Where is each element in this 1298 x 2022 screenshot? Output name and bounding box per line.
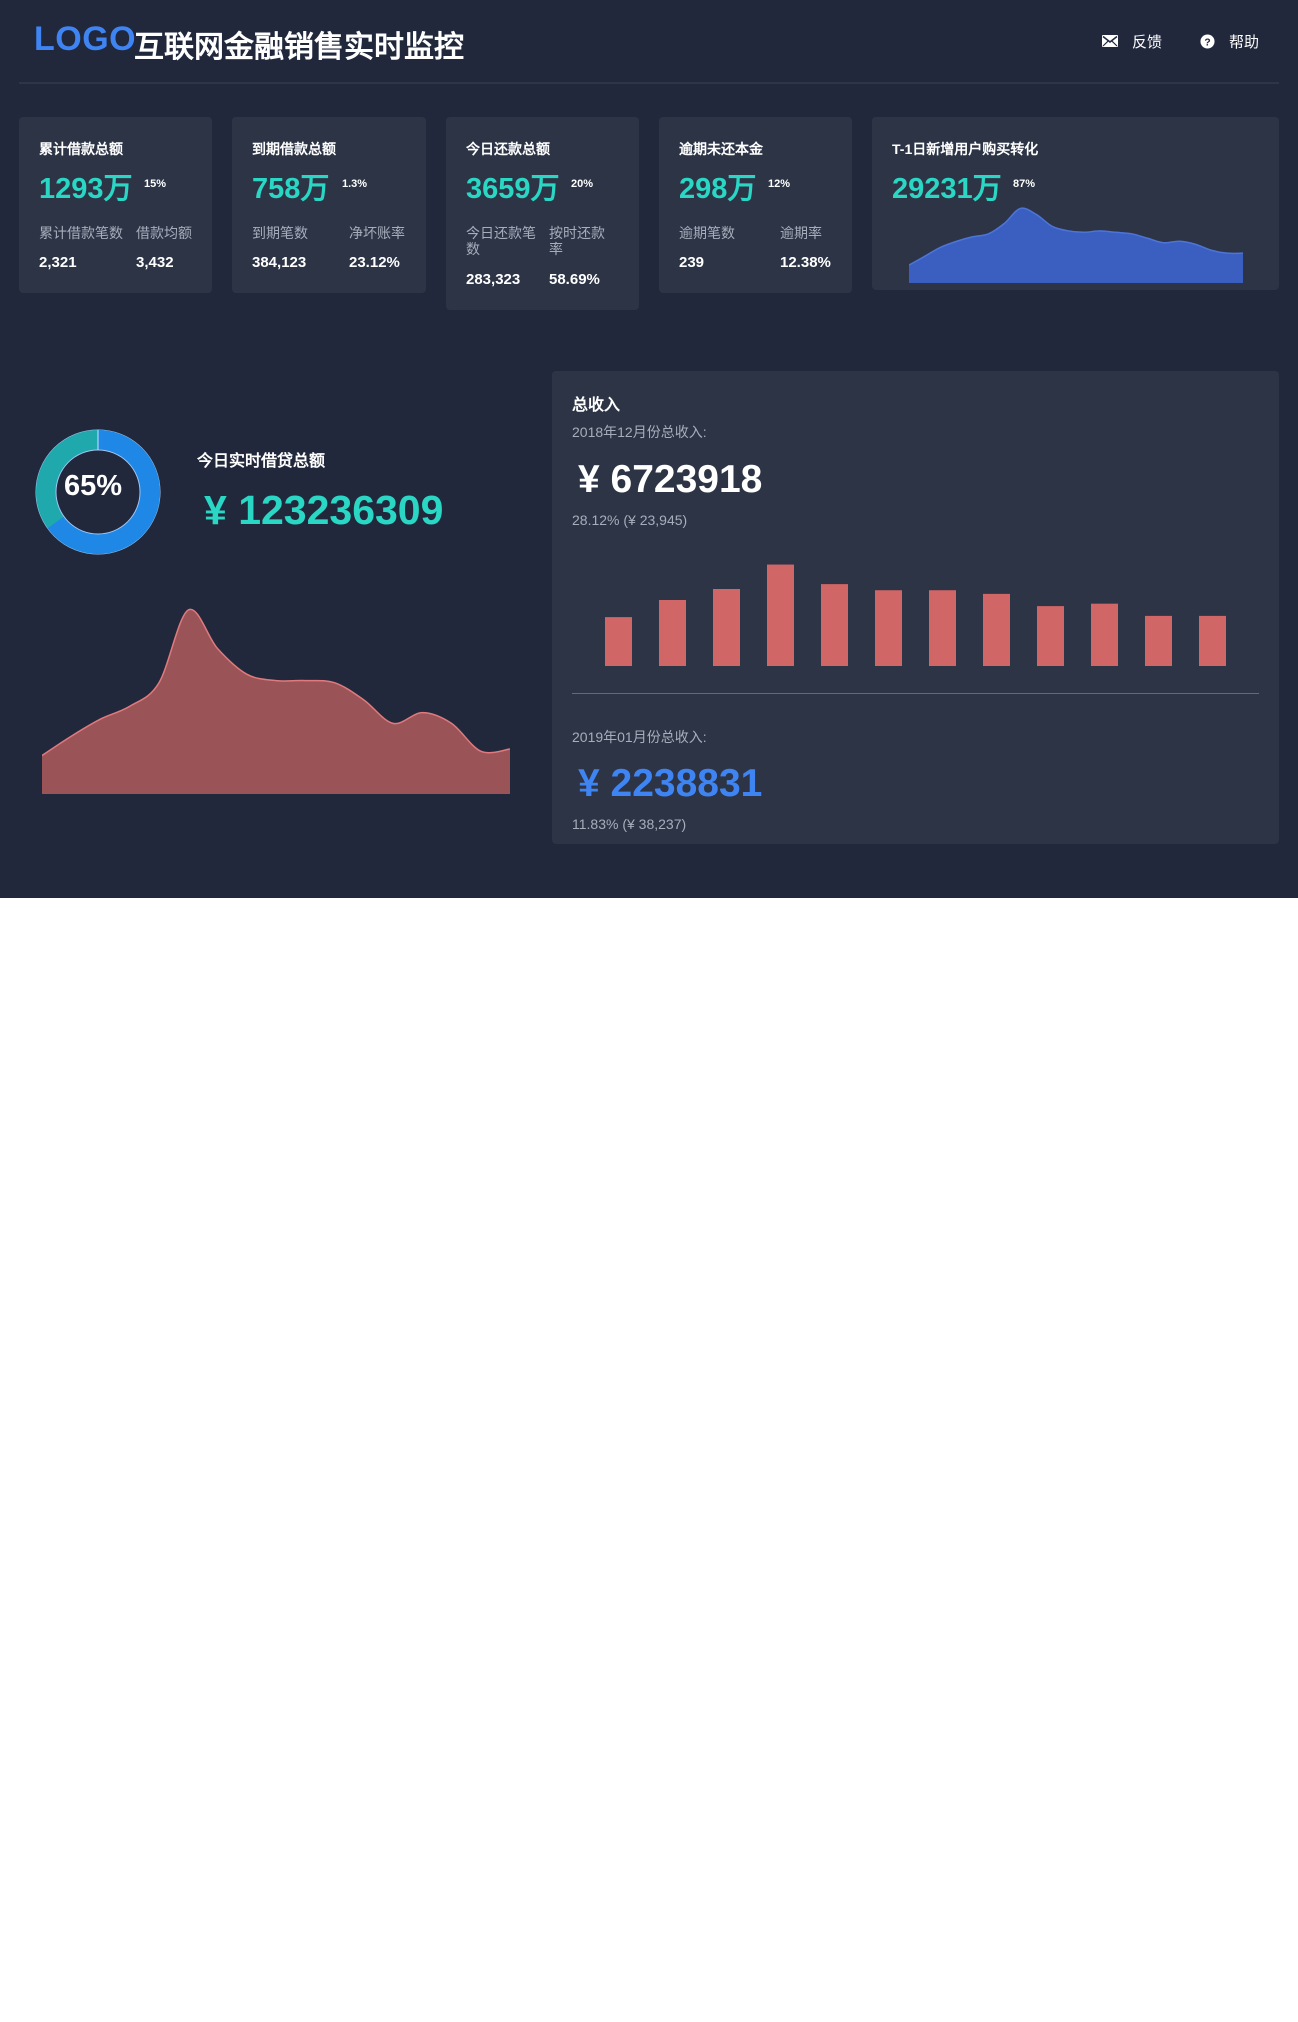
card-percent: 15% [144,178,167,190]
income-bar [1037,606,1064,666]
progress-donut [35,429,161,555]
feedback-label: 反馈 [1132,33,1163,51]
mail-icon [1102,35,1118,47]
card-percent: 20% [571,178,594,190]
income-bar [1091,603,1118,666]
card-main-value: 1293万 [39,173,133,205]
card-sub-value: 2,321 [39,254,77,271]
income-bar [659,600,686,666]
income-bar [821,584,848,666]
card-title: T-1日新增用户购买转化 [892,141,1039,157]
card-main-value: 298万 [679,173,757,205]
card-sub-value: 384,123 [252,254,307,271]
card-sub-label: 逾期率 [780,225,822,241]
card-main-value: 758万 [252,173,330,205]
card-sub-value: 12.38% [780,254,831,271]
card-sub-label: 今日还款笔数 [466,225,536,257]
jan-income-value: ¥ 2238831 [578,762,763,805]
card-sub-value: 239 [679,254,705,271]
card-percent: 87% [1013,178,1036,190]
card-sub-label: 按时还款率 [549,225,605,257]
conversion-series-area [909,208,1243,283]
dashboard: LOGO 互联网金融销售实时监控 反馈 ? 帮助 累计借款总额 1293万 15… [0,0,1298,898]
today-lending-title: 今日实时借贷总额 [197,453,326,470]
monthly-income-bar-chart [605,564,1226,666]
header: LOGO 互联网金融销售实时监控 反馈 ? 帮助 [0,0,1298,84]
card-sub-value: 58.69% [549,271,600,288]
income-divider [572,693,1259,694]
card-sub-label: 累计借款笔数 [39,225,123,241]
card-title: 今日还款总额 [466,141,550,157]
svg-text:?: ? [1204,37,1210,48]
card-sub-label: 逾期笔数 [679,225,735,241]
income-bar [875,590,902,666]
income-bar [983,593,1010,666]
card-sub-label: 净坏账率 [349,225,405,241]
total-income-panel: 总收入 2018年12月份总收入: ¥ 6723918 28.12% (¥ 23… [552,371,1279,844]
help-label: 帮助 [1229,33,1260,51]
card-sub-value: 23.12% [349,254,400,271]
card-main-value: 3659万 [466,173,560,205]
card-title: 到期借款总额 [252,141,336,157]
lending-area-chart [42,608,510,794]
conversion-series-line [909,207,1243,266]
card-sub-label: 到期笔数 [252,225,308,241]
help-icon: ? [1200,33,1215,49]
today-lending-value: ¥ 123236309 [204,487,444,533]
income-bar [605,617,632,666]
jan-income-change: 11.83% (¥ 38,237) [572,816,687,832]
card-main-value: 29231万 [892,173,1002,205]
feedback-button[interactable]: 反馈 [1102,31,1162,51]
income-bar [929,590,956,666]
stat-card-total-loans: 累计借款总额 1293万 15% 累计借款笔数 借款均额 2,321 3,432 [19,117,212,293]
conversion-sparkline [909,207,1243,283]
dec-income-change: 28.12% (¥ 23,945) [572,512,688,528]
stat-card-due-loans: 到期借款总额 758万 1.3% 到期笔数 净坏账率 384,123 23.12… [232,117,426,293]
lending-series-area [42,609,510,794]
stat-card-overdue: 逾期未还本金 298万 12% 逾期笔数 逾期率 239 12.38% [659,117,852,293]
jan-income-label: 2019年01月份总收入: [572,729,707,745]
card-title: 逾期未还本金 [679,141,763,157]
card-title: 累计借款总额 [39,141,123,157]
card-sub-label: 借款均额 [136,225,192,241]
card-percent: 1.3% [342,178,368,190]
logo: LOGO [34,20,137,58]
page-title: 互联网金融销售实时监控 [134,31,464,64]
donut-percent-label: 65% [63,470,123,502]
stat-card-conversion: T-1日新增用户购买转化 29231万 87% [872,117,1279,290]
dec-income-value: ¥ 6723918 [578,458,763,501]
header-divider [19,82,1279,84]
dec-income-label: 2018年12月份总收入: [572,424,707,440]
card-percent: 12% [768,178,791,190]
income-bar [713,589,740,666]
income-bar [1145,615,1172,666]
card-sub-value: 3,432 [136,254,174,271]
income-title: 总收入 [572,397,621,414]
income-bar [1199,615,1226,666]
lending-series-line [42,608,510,757]
stat-card-repayments: 今日还款总额 3659万 20% 今日还款笔数 按时还款率 283,323 58… [446,117,639,310]
card-sub-value: 283,323 [466,271,521,288]
income-bar [767,564,794,666]
help-button[interactable]: ? 帮助 [1200,31,1259,51]
